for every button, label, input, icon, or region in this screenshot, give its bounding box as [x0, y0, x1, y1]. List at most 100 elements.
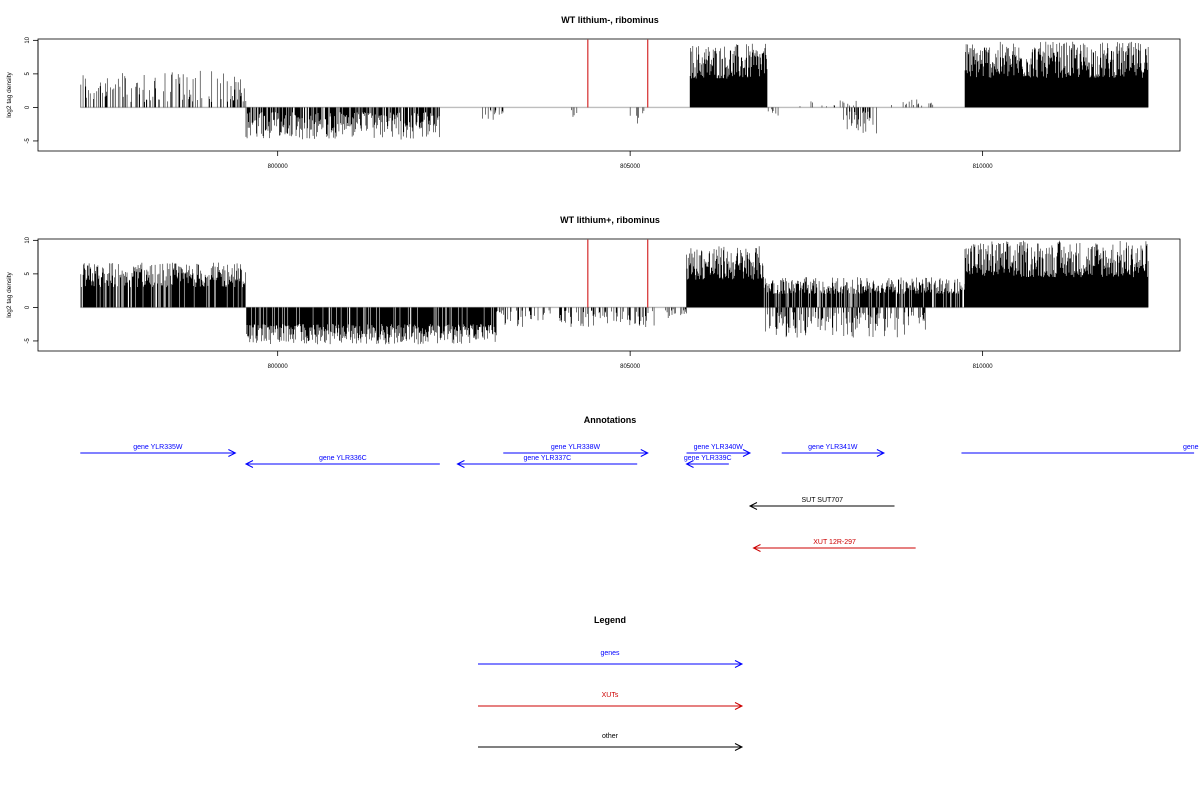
signal-bars [767, 107, 779, 116]
signal-segment [765, 307, 926, 338]
signal-segment [80, 262, 246, 308]
signal-segment [80, 70, 247, 108]
arrow-head [734, 702, 744, 710]
signal-bars [799, 100, 857, 108]
signal-bars [482, 107, 504, 120]
signal-bars [686, 246, 764, 308]
panel-1-bars [80, 41, 1149, 140]
signal-bars [689, 43, 768, 108]
legend-items: genes XUTs other [478, 650, 744, 751]
annotation-label: gene YLR [1183, 444, 1200, 451]
arrow-head [748, 502, 758, 510]
panel-2-title: WT lithium+, ribominus [560, 215, 660, 225]
arrow-head [752, 544, 761, 552]
y-tick-label: -5 [25, 338, 31, 344]
annotation-label: SUT SUT707 [801, 497, 843, 504]
signal-segment [767, 107, 779, 116]
arrow-head [876, 449, 886, 457]
signal-segment [495, 307, 655, 327]
legend-label: XUTs [602, 692, 619, 699]
signal-segment [891, 99, 934, 108]
annotation-feature: XUT 12R-297 [752, 539, 916, 552]
arrow-head [734, 743, 744, 751]
panel-2-axes: -5 0 5 10 800000 805000 810000 [25, 236, 993, 370]
signal-bars [665, 307, 687, 318]
annotation-feature: SUT SUT707 [748, 497, 895, 510]
panel-2-bars [80, 240, 1149, 345]
annotation-label: gene YLR339C [684, 455, 732, 462]
annotation-feature: gene YLR336C [244, 455, 440, 468]
signal-segment [686, 246, 764, 308]
arrow-head [244, 460, 254, 468]
legend-label: genes [600, 650, 620, 657]
x-tick-label: 810000 [973, 164, 994, 170]
signal-bars [765, 307, 926, 338]
arrow-head [685, 460, 694, 468]
signal-segment [629, 107, 645, 124]
panel-2-ylabel: log2 tag density [6, 271, 13, 317]
annotation-label: gene YLR341W [808, 444, 858, 451]
x-tick-label: 805000 [620, 364, 641, 370]
annotation-feature: gene YLR337C [456, 455, 638, 468]
annotation-label: XUT 12R-297 [813, 539, 856, 546]
signal-segment [964, 41, 1149, 108]
annotation-feature: gene YLR338W [503, 444, 649, 457]
signal-segment [246, 307, 497, 345]
signal-bars [245, 107, 440, 140]
annotation-arrows: gene YLR335W gene YLR336C gene YLR337C gene… [80, 444, 1200, 552]
signal-segment [482, 107, 504, 120]
panel-1-ylabel: log2 tag density [6, 71, 13, 117]
signal-bars [246, 307, 497, 345]
x-tick-label: 800000 [268, 164, 289, 170]
panel-2-markers [587, 239, 649, 308]
signal-segment [245, 107, 440, 140]
signal-bars [629, 107, 645, 124]
signal-segment [689, 43, 768, 108]
arrow-head [456, 460, 465, 468]
annotation-label: gene YLR335W [133, 444, 183, 451]
y-tick-label: 5 [25, 72, 31, 76]
y-tick-label: -5 [25, 138, 31, 144]
annotation-label: gene YLR336C [319, 455, 367, 462]
arrow-head [640, 449, 649, 457]
signal-segment [571, 107, 578, 117]
signal-segment [964, 240, 1149, 308]
panel-1-markers [587, 39, 649, 108]
signal-segment [665, 307, 687, 318]
panel-1-axes: -5 0 5 10 800000 805000 810000 [25, 36, 993, 170]
arrow-head [742, 449, 752, 457]
annotation-feature: gene YLR335W [80, 444, 237, 457]
legend-item-other: other [478, 733, 744, 751]
legend-panel: Legend genes XUTs other [478, 615, 744, 751]
annotation-feature: gene YLR [961, 444, 1200, 454]
annotations-title: Annotations [584, 415, 637, 425]
signal-bars [964, 240, 1149, 308]
annotation-label: gene YLR340W [694, 444, 744, 451]
annotation-label: gene YLR338W [551, 444, 601, 451]
arrow-head [228, 449, 237, 457]
y-tick-label: 0 [25, 305, 31, 309]
x-tick-label: 800000 [268, 364, 289, 370]
legend-item-xuts: XUTs [478, 692, 744, 710]
signal-bars [80, 70, 247, 108]
signal-bars [964, 41, 1149, 108]
legend-item-genes: genes [478, 650, 744, 668]
signal-segment [799, 100, 857, 108]
signal-bars [80, 262, 246, 308]
signal-bars [763, 277, 966, 308]
signal-bars [495, 307, 655, 327]
signal-bars [571, 107, 578, 117]
panel-lithium-plus: WT lithium+, ribominus log2 tag density … [6, 215, 1181, 370]
arrow-head [734, 660, 744, 668]
signal-segment [763, 277, 966, 308]
y-tick-label: 5 [25, 272, 31, 276]
annotation-label: gene YLR337C [523, 455, 571, 462]
signal-bars [891, 99, 934, 108]
annotation-feature: gene YLR341W [781, 444, 886, 457]
y-tick-label: 10 [25, 36, 31, 43]
legend-title: Legend [594, 615, 626, 625]
annotation-feature: gene YLR340W [686, 444, 752, 457]
y-tick-label: 10 [25, 236, 31, 243]
